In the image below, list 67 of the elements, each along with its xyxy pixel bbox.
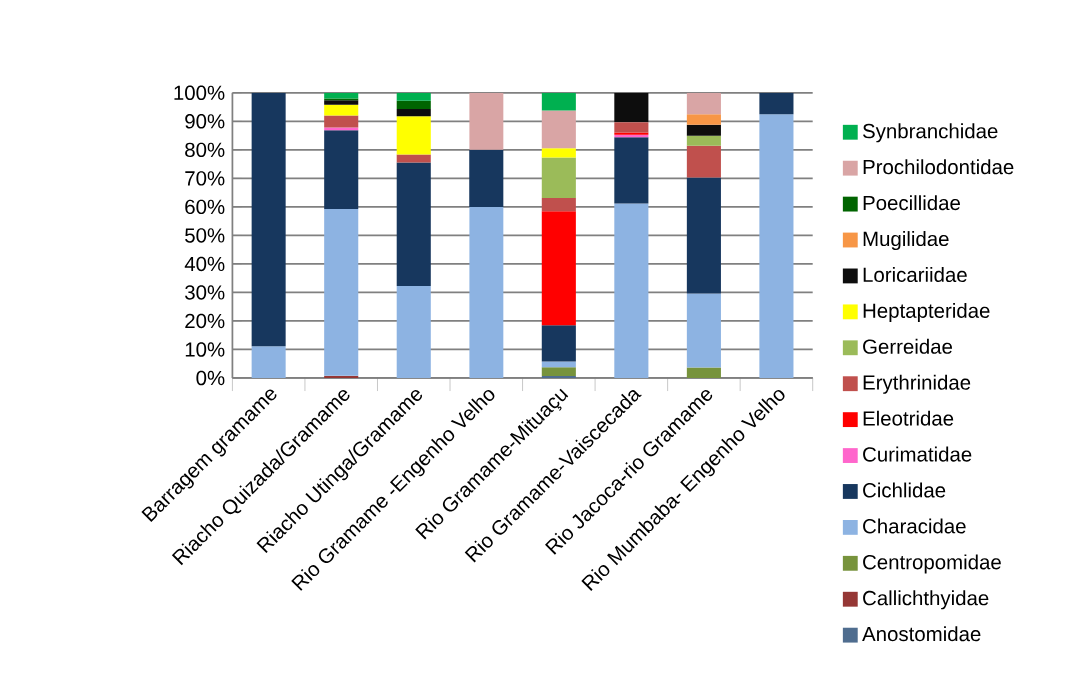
legend-label: Mugilidae (863, 231, 949, 251)
bar (324, 115, 359, 128)
y-tick-label: 50% (185, 228, 225, 243)
legend-label: Characidae (863, 518, 966, 534)
bar (324, 208, 359, 376)
bar (469, 92, 504, 150)
bar (614, 122, 649, 133)
bar (541, 92, 576, 111)
bar (541, 157, 576, 199)
legend-label: Eleotridae (863, 410, 954, 426)
bar (686, 367, 721, 379)
bar (251, 346, 286, 379)
bar (396, 92, 431, 101)
y-tick-label: 20% (185, 313, 225, 329)
bar (686, 135, 721, 146)
bar (541, 110, 576, 149)
bar (324, 104, 359, 116)
bar (396, 154, 431, 163)
bar (686, 177, 721, 294)
y-tick-label: 90% (185, 114, 225, 129)
y-tick-label: 0% (196, 370, 225, 386)
bar (396, 116, 431, 155)
bar (686, 124, 721, 136)
bar (541, 198, 576, 212)
legend-label: Prochilodontidae (863, 159, 1014, 175)
bar (396, 285, 431, 379)
y-tick-label: 40% (184, 256, 225, 272)
legend-label: Centropomidae (863, 554, 1001, 574)
legend-label: Gerreidae (863, 338, 953, 354)
bar (251, 92, 286, 347)
legend-label: Heptapteridae (863, 303, 990, 323)
bar (541, 367, 576, 377)
bar (541, 211, 576, 326)
bar (469, 206, 504, 379)
bar (686, 92, 721, 115)
y-tick-label: 60% (185, 199, 225, 215)
legend-label: Anostomidae (862, 626, 981, 642)
legend-label: Erythrinidae (863, 374, 971, 394)
bar (541, 148, 576, 158)
legend-label: Callichthyidae (863, 590, 989, 610)
bar (396, 109, 431, 117)
bar (541, 325, 576, 362)
bar (396, 100, 431, 110)
bar (759, 114, 794, 379)
bar (686, 114, 721, 125)
y-tick-label: 30% (185, 285, 225, 300)
bar (614, 92, 649, 123)
y-tick-label: 80% (185, 142, 225, 158)
bar (686, 293, 721, 368)
bar (614, 203, 649, 379)
bar (324, 130, 359, 209)
legend-label: Loricariidae (863, 267, 967, 283)
legend-label: Cichlidae (863, 482, 946, 498)
y-tick-label: 70% (185, 171, 225, 186)
legend-label: Poecillidae (863, 195, 960, 211)
legend-label: Curimatidae (863, 446, 972, 462)
bar (541, 361, 576, 368)
legend-label: Synbranchidae (862, 123, 998, 143)
bar (469, 149, 504, 207)
y-tick-label: 10% (185, 342, 225, 357)
bar (614, 137, 649, 204)
bar (759, 92, 794, 115)
bar (686, 145, 721, 178)
bar (324, 100, 359, 105)
bar (396, 162, 431, 286)
bar (324, 92, 359, 99)
y-tick-label: 100% (174, 85, 225, 101)
